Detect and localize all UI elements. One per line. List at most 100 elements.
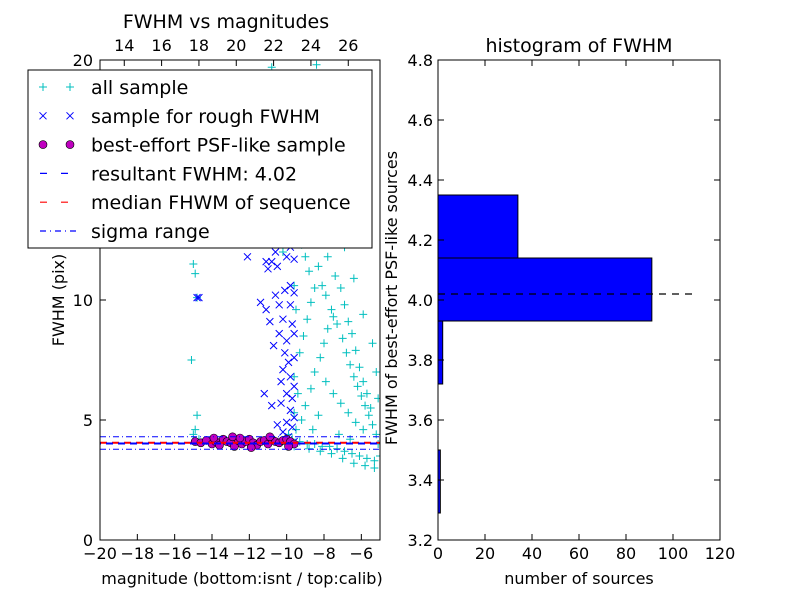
legend-label: resultant FWHM: 4.02: [91, 163, 297, 185]
legend-label: all sample: [91, 77, 188, 99]
legend-marker-swatch: [66, 111, 74, 120]
top-tick-label: 26: [338, 36, 358, 55]
series-0-point: [290, 372, 299, 381]
series-0-point: [361, 401, 370, 410]
series-1-point: [282, 252, 291, 261]
legend-item: sigma range: [40, 221, 210, 243]
series-1-point: [290, 413, 298, 422]
legend-label: sample for rough FWHM: [91, 106, 320, 128]
series-0-point: [336, 284, 345, 292]
legend-marker-swatch: [65, 140, 75, 149]
series-0-point: [370, 464, 379, 472]
x-tick-label: −16: [158, 544, 192, 563]
series-x-group: [193, 224, 298, 446]
series-1-point: [290, 255, 298, 264]
x-tick-label: 100: [658, 544, 689, 563]
x-tick-label: 80: [616, 544, 636, 563]
legend-box: [27, 69, 373, 249]
x-tick-label: 20: [475, 544, 495, 563]
series-1-point: [275, 329, 284, 338]
series-0-point: [355, 363, 364, 372]
legend-item: median FHWM of sequence: [40, 192, 351, 214]
series-1-point: [273, 420, 282, 429]
series-0-point: [355, 452, 364, 460]
series-0-point: [321, 377, 330, 386]
legend-label: median FHWM of sequence: [91, 192, 351, 214]
series-1-point: [279, 365, 287, 374]
scatter-y-axis-label: FWHM (pix): [49, 254, 68, 347]
x-tick-label: 120: [705, 544, 736, 563]
series-0-point: [370, 456, 379, 465]
x-tick-label: −12: [232, 544, 266, 563]
series-0-point: [323, 252, 332, 261]
series-1-point: [279, 315, 287, 324]
series-2-point: [246, 443, 256, 452]
series-1-point: [271, 248, 280, 256]
series-0-point: [327, 449, 336, 458]
series-0-point: [295, 348, 304, 357]
series-0-point: [301, 401, 310, 410]
series-0-point: [364, 411, 373, 420]
series-0-point: [303, 315, 312, 324]
series-1-point: [282, 389, 291, 398]
legend-label: sigma range: [91, 221, 210, 243]
series-0-point: [362, 454, 371, 463]
series-0-point: [340, 300, 349, 309]
scatter-plot: −20−18−16−14−12−10−8−6051015201416182022…: [27, 11, 383, 588]
series-0-point: [349, 274, 358, 283]
y-tick-label: 4.0: [408, 291, 433, 310]
legend-item: sample for rough FWHM: [39, 106, 320, 128]
histogram-y-axis-label: FWHM of best-effort PSF-like sources: [382, 151, 401, 445]
series-0-point: [310, 284, 319, 292]
series-0-point: [368, 339, 377, 348]
y-tick-label: 3.4: [408, 471, 433, 490]
legend-item: resultant FWHM: 4.02: [40, 163, 297, 185]
legend-marker-swatch: [39, 83, 47, 91]
series-0-point: [327, 305, 336, 314]
legend-marker-swatch: [39, 111, 47, 120]
series-0-point: [299, 332, 308, 340]
series-0-point: [359, 310, 368, 319]
series-0-point: [340, 447, 349, 456]
series-1-point: [290, 382, 298, 391]
y-tick-label: 20: [73, 51, 93, 70]
series-1-point: [282, 418, 291, 427]
scatter-legend: all sample sample for rough FWHM best-effo…: [27, 69, 373, 249]
series-1-point: [290, 329, 298, 338]
legend-item: all sample: [39, 77, 188, 99]
series-0-point: [346, 360, 355, 369]
x-tick-label: −8: [312, 544, 336, 563]
histogram-x-axis-label: number of sources: [504, 569, 654, 588]
series-0-point: [342, 348, 351, 357]
series-0-point: [297, 416, 306, 424]
series-0-point: [193, 411, 202, 420]
series-1-point: [288, 394, 297, 403]
y-tick-label: 3.8: [408, 351, 433, 370]
series-0-point: [357, 392, 366, 400]
series-1-point: [282, 336, 291, 345]
series-0-point: [329, 312, 338, 321]
y-tick-label: 4.4: [408, 171, 433, 190]
series-1-point: [286, 406, 295, 415]
series-1-point: [277, 399, 285, 408]
histogram-bar: [437, 194, 519, 259]
series-0-point: [310, 368, 319, 376]
series-0-point: [336, 399, 345, 408]
series-0-point: [306, 298, 315, 307]
series-0-point: [191, 425, 200, 434]
series-0-point: [376, 452, 380, 460]
series-0-point: [348, 329, 356, 338]
scatter-x-axis-label: magnitude (bottom:isnt / top:calib): [101, 569, 382, 588]
series-0-point: [292, 425, 300, 434]
series-1-point: [262, 305, 270, 314]
y-tick-label: 4.8: [408, 51, 433, 70]
legend-marker-swatch: [38, 140, 48, 149]
series-0-point: [362, 389, 371, 398]
series-0-point: [344, 408, 353, 417]
series-0-point: [359, 425, 368, 434]
series-1-point: [275, 300, 284, 309]
series-1-point: [290, 353, 298, 362]
series-0-point: [187, 356, 196, 364]
series-1-point: [271, 291, 280, 300]
series-0-point: [323, 324, 332, 333]
